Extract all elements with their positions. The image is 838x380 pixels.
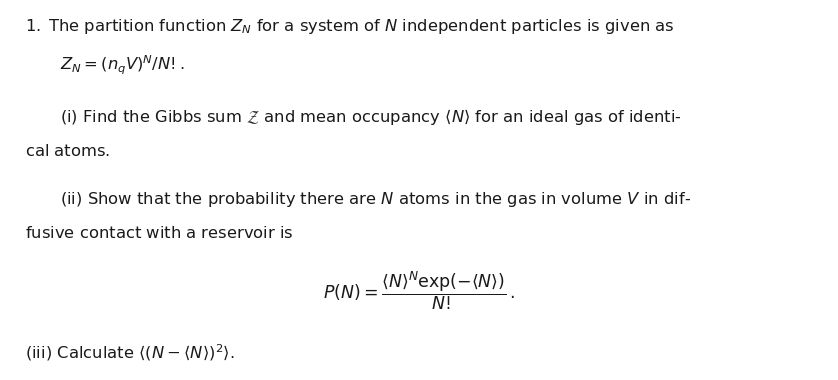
Text: $\text{(ii) Show that the probability there are }N\text{ atoms in the gas in vol: $\text{(ii) Show that the probability th…: [60, 190, 691, 209]
Text: $\text{(iii) Calculate }\langle(N - \langle N\rangle)^2\rangle\text{.}$: $\text{(iii) Calculate }\langle(N - \lan…: [25, 342, 235, 363]
Text: $\text{cal atoms.}$: $\text{cal atoms.}$: [25, 142, 111, 158]
Text: $\text{fusive contact with a reservoir is}$: $\text{fusive contact with a reservoir i…: [25, 225, 293, 241]
Text: $\text{(i) Find the Gibbs sum }\mathcal{Z}\text{ and mean occupancy }\langle N\r: $\text{(i) Find the Gibbs sum }\mathcal{…: [60, 107, 682, 127]
Text: $1.\;\text{The partition function }Z_N\text{ for a system of }N\text{ independen: $1.\;\text{The partition function }Z_N\t…: [25, 17, 675, 36]
Text: $P(N) = \dfrac{\langle N\rangle^N \exp(-\langle N\rangle)}{N!}\,.$: $P(N) = \dfrac{\langle N\rangle^N \exp(-…: [323, 270, 515, 312]
Text: $Z_N = (n_q V)^N/N!.$: $Z_N = (n_q V)^N/N!.$: [60, 54, 185, 77]
